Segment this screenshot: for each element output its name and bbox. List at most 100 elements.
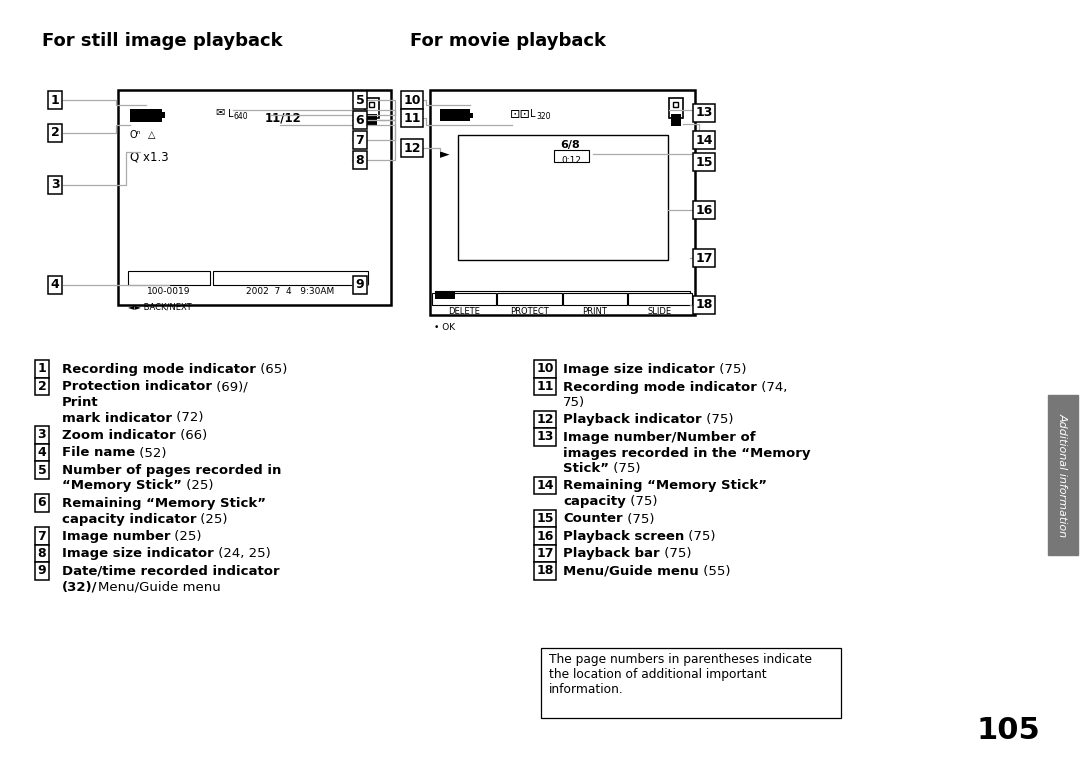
- Bar: [497, 293, 562, 305]
- Text: ◄► BACK/NEXT: ◄► BACK/NEXT: [129, 302, 191, 311]
- Text: Image number/Number of: Image number/Number of: [563, 431, 756, 444]
- Text: 11: 11: [403, 112, 421, 125]
- Bar: [627, 293, 692, 305]
- Text: 1: 1: [38, 363, 46, 375]
- Text: 17: 17: [537, 547, 554, 560]
- Text: 7: 7: [38, 530, 46, 543]
- Text: L: L: [530, 109, 536, 119]
- Bar: [541, 648, 841, 718]
- Bar: [673, 102, 678, 107]
- Text: 2: 2: [38, 380, 46, 393]
- Text: (75): (75): [623, 512, 654, 525]
- Bar: [669, 98, 683, 118]
- Bar: [430, 90, 696, 315]
- Text: (25): (25): [171, 530, 202, 543]
- Text: SLIDE: SLIDE: [648, 306, 672, 315]
- Bar: [118, 90, 391, 305]
- Text: DELETE: DELETE: [448, 306, 481, 315]
- Text: mark indicator: mark indicator: [62, 411, 172, 425]
- Text: Counter: Counter: [563, 512, 623, 525]
- Text: 16: 16: [537, 530, 554, 543]
- Text: 0:12: 0:12: [561, 156, 581, 165]
- Text: 3: 3: [51, 179, 59, 192]
- Text: 2002  7  4   9:30AM: 2002 7 4 9:30AM: [246, 287, 334, 296]
- Text: Recording mode indicator: Recording mode indicator: [62, 363, 256, 376]
- Bar: [213, 271, 368, 285]
- Text: 17: 17: [696, 252, 713, 264]
- Text: “Memory Stick”: “Memory Stick”: [62, 480, 181, 492]
- Text: Additional information: Additional information: [1058, 413, 1068, 537]
- Text: Number of pages recorded in: Number of pages recorded in: [62, 464, 282, 477]
- Text: Playback indicator: Playback indicator: [563, 413, 702, 426]
- Text: Menu/Guide menu: Menu/Guide menu: [563, 565, 699, 578]
- Text: Oⁿ: Oⁿ: [130, 130, 141, 140]
- Bar: [470, 113, 473, 118]
- Bar: [458, 135, 669, 260]
- Bar: [554, 150, 589, 162]
- Text: 18: 18: [537, 565, 554, 578]
- Text: Print: Print: [62, 396, 98, 409]
- Text: For still image playback: For still image playback: [42, 32, 283, 50]
- Text: 5: 5: [355, 93, 364, 106]
- Text: capacity: capacity: [563, 495, 625, 508]
- Text: 75): 75): [563, 396, 585, 409]
- Text: 10: 10: [537, 363, 554, 375]
- Text: 8: 8: [38, 547, 46, 560]
- Text: 8: 8: [355, 154, 364, 166]
- Text: Playback bar: Playback bar: [563, 547, 660, 561]
- Bar: [367, 114, 377, 126]
- Text: capacity indicator: capacity indicator: [62, 512, 197, 525]
- Bar: [440, 109, 470, 121]
- Text: (52): (52): [135, 447, 166, 460]
- Text: 640: 640: [234, 112, 248, 121]
- Text: (65): (65): [256, 363, 287, 376]
- Text: File name: File name: [62, 447, 135, 460]
- Text: 4: 4: [51, 278, 59, 292]
- Bar: [435, 291, 690, 299]
- Text: (32)/: (32)/: [62, 581, 97, 594]
- Bar: [671, 114, 681, 126]
- Text: 6: 6: [355, 113, 364, 126]
- Text: For movie playback: For movie playback: [410, 32, 606, 50]
- Text: (75): (75): [609, 462, 640, 475]
- Text: • OK: • OK: [434, 323, 455, 332]
- Text: (75): (75): [702, 413, 733, 426]
- Text: (74,: (74,: [757, 381, 787, 394]
- Text: Q x1.3: Q x1.3: [130, 150, 168, 163]
- Bar: [162, 112, 165, 118]
- Text: (75): (75): [715, 363, 746, 376]
- Text: Stick”: Stick”: [563, 462, 609, 475]
- Bar: [130, 109, 162, 122]
- Bar: [563, 293, 626, 305]
- Text: 12: 12: [537, 413, 554, 426]
- Text: 1: 1: [51, 93, 59, 106]
- Text: Image number: Image number: [62, 530, 171, 543]
- Bar: [129, 271, 210, 285]
- Text: 6/8: 6/8: [561, 140, 580, 150]
- Text: L: L: [228, 109, 233, 119]
- Text: 105: 105: [976, 716, 1040, 745]
- Text: (25): (25): [181, 480, 214, 492]
- Text: 14: 14: [537, 479, 554, 492]
- Text: 3: 3: [38, 429, 46, 442]
- Text: 15: 15: [537, 512, 554, 525]
- Text: (55): (55): [699, 565, 730, 578]
- Text: Image size indicator: Image size indicator: [62, 547, 214, 561]
- Text: 7: 7: [355, 134, 364, 147]
- Text: △: △: [148, 130, 156, 140]
- Text: 9: 9: [38, 565, 46, 578]
- Bar: [432, 293, 496, 305]
- Text: 320: 320: [536, 112, 551, 121]
- Text: (69)/: (69)/: [212, 381, 247, 394]
- Bar: [1048, 395, 1078, 555]
- Text: ✉: ✉: [215, 108, 225, 118]
- Bar: [365, 98, 379, 118]
- Text: images recorded in the “Memory: images recorded in the “Memory: [563, 447, 810, 460]
- Text: 10: 10: [403, 93, 421, 106]
- Text: (72): (72): [172, 411, 203, 425]
- Text: Recording mode indicator: Recording mode indicator: [563, 381, 757, 394]
- Text: Date/time recorded indicator: Date/time recorded indicator: [62, 565, 280, 578]
- Text: Playback screen: Playback screen: [563, 530, 685, 543]
- Text: 15: 15: [696, 156, 713, 169]
- Text: 5: 5: [38, 464, 46, 477]
